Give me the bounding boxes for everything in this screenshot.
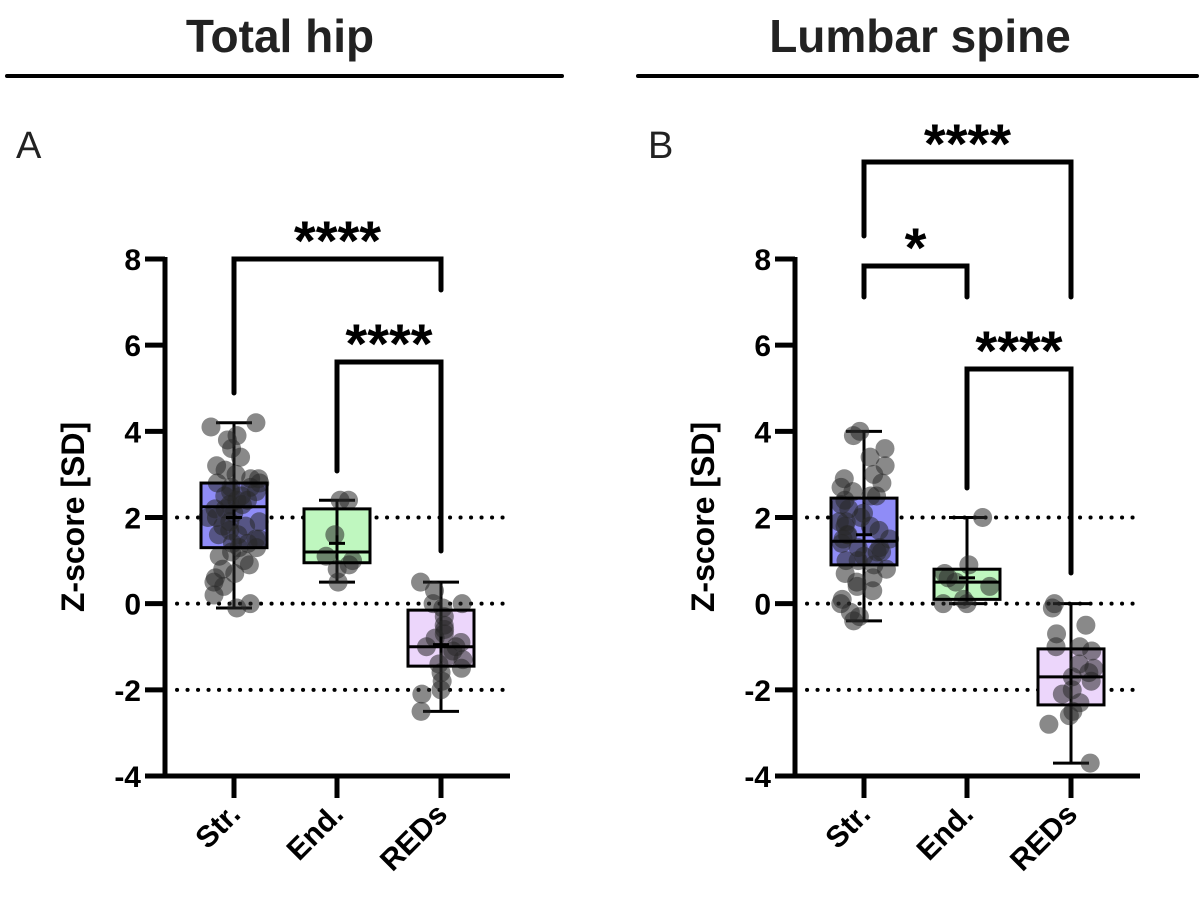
panel-a-box-group-end	[302, 490, 372, 592]
data-point	[1076, 615, 1096, 635]
data-point	[201, 417, 221, 437]
panel-b-y-tick-label: 6	[754, 330, 771, 363]
panel-b-title: Lumbar spine	[769, 10, 1071, 62]
data-point	[1082, 641, 1102, 661]
panel-b-y-tick-label: 0	[754, 589, 771, 622]
box-outline	[829, 496, 899, 567]
panel-a-significance-bracket	[334, 359, 444, 554]
data-point	[1052, 684, 1072, 704]
data-point	[239, 555, 259, 575]
data-point	[863, 581, 883, 601]
panel-a-y-tick-label: 4	[124, 416, 141, 449]
data-point	[452, 594, 472, 614]
box-outline	[302, 507, 372, 565]
data-point	[411, 572, 431, 592]
data-point	[325, 525, 345, 545]
data-point	[861, 486, 881, 506]
panel-a-y-tick-label: 6	[124, 330, 141, 363]
panel-b-x-tick-label: REDs	[1004, 798, 1084, 878]
panel-b-y-axis-title: Z-score [SD]	[685, 422, 721, 612]
panel-b-y-tick-label: -2	[744, 675, 771, 708]
panel-b-y-tick-label: 8	[754, 244, 771, 277]
data-point	[1059, 706, 1079, 726]
panel-a-y-tick-label: -4	[114, 761, 141, 794]
panel-b-y-tick-label: 2	[754, 503, 771, 536]
data-point	[957, 594, 977, 614]
panel-a-plot: 8 6 4 2 0 -2 -4 Str. End. REDs **** ****	[114, 209, 512, 878]
panel-a-y-tick-label: 8	[124, 244, 141, 277]
data-point	[1081, 671, 1101, 691]
panel-a-y-tick-label: 2	[124, 503, 141, 536]
panel-b-box-group-end	[932, 508, 1002, 614]
data-point	[973, 508, 993, 527]
data-point	[451, 658, 471, 678]
data-point	[412, 684, 432, 704]
data-point	[933, 594, 953, 614]
data-point	[231, 447, 251, 467]
panel-a-y-tick-label: 0	[124, 589, 141, 622]
panel-a-y-tick-label: -2	[114, 675, 141, 708]
panel-a-y-axis-title: Z-score [SD]	[55, 422, 91, 612]
panel-a-title: Total hip	[186, 10, 374, 62]
data-point	[208, 525, 228, 545]
data-point	[959, 555, 979, 575]
panel-b: Lumbar spine B Z-score [SD] 8 6 4 2 0 -2 -4 Str…	[636, 10, 1199, 878]
panel-a-significance-label: ****	[345, 312, 432, 375]
data-point	[980, 576, 1000, 596]
data-point	[844, 611, 864, 631]
panel-b-significance-label: ****	[975, 319, 1062, 382]
data-point	[431, 680, 451, 700]
panel-a-box-group-reds	[406, 572, 476, 721]
panel-b-significance-bracket	[861, 263, 970, 300]
box-outline	[199, 481, 269, 550]
panel-b-significance-bracket	[964, 366, 1074, 576]
data-point	[227, 598, 247, 618]
panel-a-x-tick-label: End.	[281, 798, 350, 867]
panel-a-significance-label: ****	[294, 209, 381, 272]
data-point	[411, 701, 431, 721]
panel-a-x-tick-label: Str.	[189, 798, 247, 856]
panel-b-y-tick-label: 4	[754, 416, 771, 449]
data-point	[860, 447, 880, 467]
panel-b-letter: B	[648, 125, 673, 167]
panel-b-significance-label: *	[905, 216, 927, 279]
data-point	[246, 413, 266, 433]
panel-a: Total hip A Z-score [SD] 8 6 4 2 0 -2 -4 Str. En…	[5, 10, 564, 878]
box-outline	[406, 608, 476, 668]
panel-a-x-tick-label: REDs	[374, 798, 454, 878]
data-point	[1080, 753, 1100, 773]
data-point	[832, 533, 852, 553]
data-point	[875, 439, 895, 459]
panel-b-box-group-reds	[1036, 594, 1106, 773]
data-point	[204, 585, 224, 605]
panel-a-box-group-str	[198, 413, 270, 618]
data-point	[330, 490, 350, 510]
panel-a-significance-bracket	[231, 256, 444, 396]
panel-b-significance-label: ****	[924, 112, 1011, 175]
panel-a-letter: A	[16, 125, 42, 167]
panel-b-box-group-str	[829, 421, 900, 631]
panel-b-y-tick-label: -4	[744, 761, 771, 794]
panel-b-significance-bracket	[861, 159, 1074, 300]
data-point	[1042, 598, 1062, 618]
data-point	[1039, 714, 1059, 734]
box-outline	[932, 567, 1002, 601]
data-point	[843, 426, 863, 446]
panel-b-x-tick-label: Str.	[819, 798, 877, 856]
data-point	[328, 572, 348, 592]
data-point	[1046, 637, 1066, 657]
data-point	[225, 564, 245, 584]
panel-b-x-tick-label: End.	[911, 798, 980, 867]
data-point	[847, 576, 867, 596]
